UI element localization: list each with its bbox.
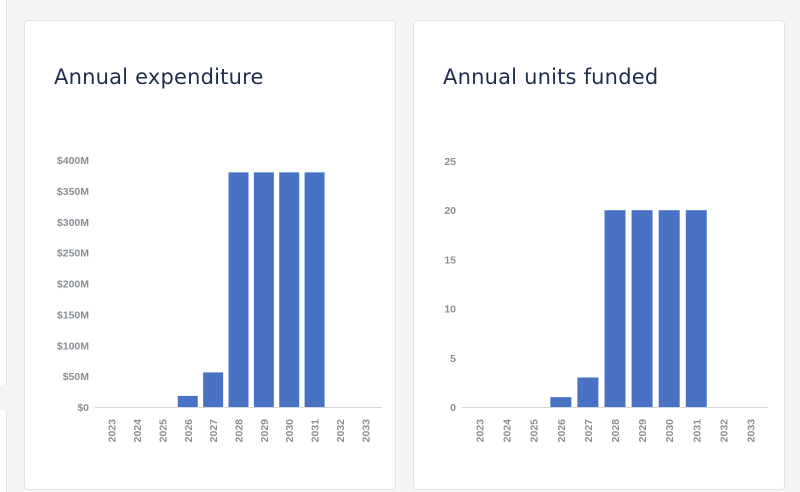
units-card: Annual units funded (413, 20, 785, 490)
units-chart-title: Annual units funded (443, 65, 659, 89)
x-tick-label-0-7: 2030 (284, 419, 296, 443)
bar-0-2027 (203, 372, 224, 407)
y-tick-label-0-5: $250M (57, 248, 89, 260)
x-tick-label-1-0: 2023 (475, 419, 487, 443)
y-tick-label-0-7: $350M (57, 186, 89, 198)
x-tick-label-0-6: 2029 (259, 419, 271, 443)
bar-1-2027 (577, 377, 599, 407)
y-tick-label-0-4: $200M (57, 279, 89, 291)
x-tick-label-1-6: 2029 (637, 419, 649, 443)
x-tick-label-1-8: 2031 (691, 419, 703, 443)
bar-0-2026 (177, 395, 198, 407)
x-tick-label-0-0: 2023 (107, 419, 119, 443)
x-tick-label-0-8: 2031 (310, 419, 322, 443)
x-tick-label-1-10: 2033 (745, 419, 757, 443)
expenditure-chart-title: Annual expenditure (54, 65, 264, 89)
y-tick-label-1-3: 15 (444, 254, 456, 266)
y-tick-label-0-0: $0 (77, 402, 89, 414)
y-tick-label-1-1: 5 (450, 353, 456, 365)
bar-0-2030 (279, 172, 300, 407)
x-tick-label-0-2: 2025 (157, 419, 169, 443)
x-tick-label-0-10: 2033 (360, 419, 372, 443)
y-tick-label-0-3: $150M (57, 309, 89, 321)
bar-1-2031 (685, 210, 707, 407)
y-tick-label-0-1: $50M (63, 371, 90, 383)
y-tick-label-0-8: $400M (57, 155, 89, 167)
y-tick-label-1-0: 0 (450, 402, 456, 414)
x-tick-label-1-4: 2027 (583, 419, 595, 443)
y-tick-label-0-2: $100M (57, 340, 89, 352)
left-panel-edge-top (0, 0, 7, 385)
x-tick-label-1-7: 2030 (664, 419, 676, 443)
x-tick-label-1-5: 2028 (610, 419, 622, 443)
bar-0-2031 (304, 172, 325, 407)
x-tick-label-1-2: 2025 (529, 419, 541, 443)
bar-1-2026 (550, 397, 572, 407)
plot-area-0: $0 $50M $100M $150M $200M $250M $300M $350M $400… (57, 155, 382, 442)
y-tick-label-1-4: 20 (444, 205, 456, 217)
x-tick-label-0-3: 2026 (183, 419, 195, 443)
y-tick-label-1-2: 10 (444, 304, 456, 316)
y-tick-label-0-6: $300M (57, 217, 89, 229)
x-tick-label-0-9: 2032 (335, 419, 347, 443)
bar-0-2029 (253, 172, 274, 407)
x-tick-label-0-1: 2024 (132, 419, 144, 443)
bar-1-2029 (631, 210, 653, 407)
left-panel-edge-bottom (0, 410, 7, 492)
x-tick-label-1-9: 2032 (718, 419, 730, 443)
y-tick-label-1-5: 25 (444, 156, 456, 168)
expenditure-card: Annual expenditure (24, 20, 396, 490)
x-tick-label-1-1: 2024 (502, 419, 514, 443)
bar-1-2030 (658, 210, 680, 407)
bar-0-2028 (228, 172, 249, 407)
x-tick-label-0-5: 2028 (234, 419, 246, 443)
x-tick-label-0-4: 2027 (208, 419, 220, 443)
x-tick-label-1-3: 2026 (556, 419, 568, 443)
bar-1-2028 (604, 210, 626, 407)
